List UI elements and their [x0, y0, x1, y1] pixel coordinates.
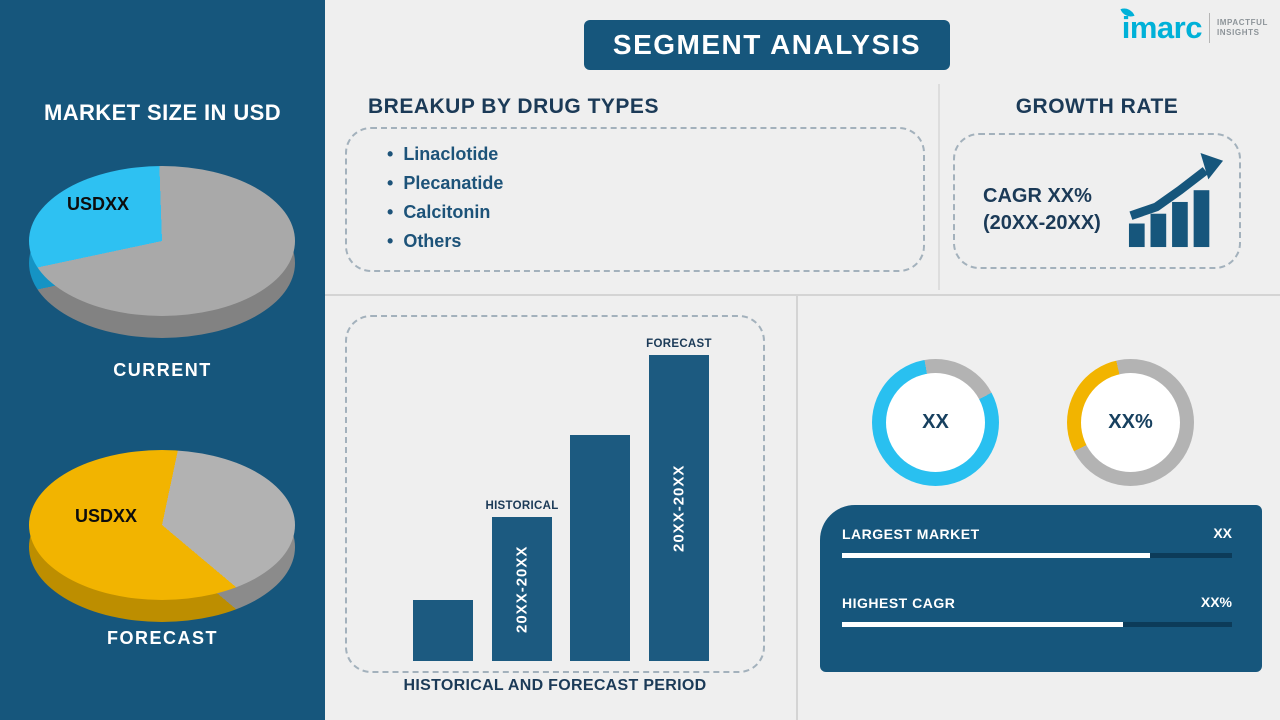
bar-inner-label: 20XX-20XX	[513, 545, 531, 633]
bullet-icon: •	[387, 173, 394, 193]
drug-type-label: Linaclotide	[403, 144, 499, 164]
drug-type-label: Plecanatide	[403, 173, 504, 193]
imarc-logo: imarc IMPACTFUL INSIGHTS	[1120, 5, 1268, 46]
cagr-value: CAGR XX%	[983, 185, 1092, 207]
period-bar: 20XX-20XX FORECAST	[646, 338, 712, 661]
drug-type-label: Calcitonin	[403, 202, 491, 222]
imarc-wordmark: imarc	[1120, 5, 1203, 46]
period-bar: 20XX-20XX HISTORICAL	[485, 500, 558, 661]
largest-market-stat: LARGEST MARKET XX	[842, 525, 1232, 558]
drug-type-item: • Others	[387, 227, 503, 256]
largest-market-label: LARGEST MARKET	[842, 526, 980, 542]
period-chart-caption: HISTORICAL AND FORECAST PERIOD	[403, 677, 707, 694]
bar-inner-label: 20XX-20XX	[670, 464, 688, 552]
growth-chart-icon	[1128, 152, 1224, 248]
largest-market-donut: XX	[872, 359, 999, 486]
logo-divider	[1208, 13, 1210, 43]
highest-cagr-bar	[842, 622, 1232, 627]
stats-box: LARGEST MARKET XX HIGHEST CAGR XX%	[820, 505, 1262, 672]
donut-hole: XX	[886, 373, 985, 472]
page-title-text: SEGMENT ANALYSIS	[612, 29, 922, 60]
highest-cagr-value: XX%	[1200, 594, 1232, 610]
growth-section-title: GROWTH RATE	[1015, 95, 1179, 118]
cagr-period: (20XX-20XX)	[983, 212, 1101, 234]
drug-type-label: Others	[403, 231, 462, 251]
forecast-pie-value-label: USDXX	[75, 506, 138, 526]
bullet-icon: •	[387, 231, 394, 251]
donut-value-label: XX	[922, 411, 949, 433]
imarc-brand-text: imarc	[1121, 10, 1203, 45]
highest-cagr-stat: HIGHEST CAGR XX%	[842, 594, 1232, 627]
donut-value-label: XX%	[1108, 411, 1153, 433]
current-pie-caption: CURRENT	[113, 360, 212, 380]
current-market-pie-chart: USDXX	[29, 166, 295, 342]
sidebar: MARKET SIZE IN USD USDXX CURRENT USDXX F…	[0, 0, 325, 720]
bar-top-label: FORECAST	[646, 338, 712, 350]
page-title: SEGMENT ANALYSIS	[584, 20, 950, 70]
bullet-icon: •	[387, 202, 394, 222]
donut-hole: XX%	[1081, 373, 1180, 472]
breakup-section-title: BREAKUP BY DRUG TYPES	[368, 95, 659, 118]
highest-cagr-donut: XX%	[1067, 359, 1194, 486]
drug-type-item: • Plecanatide	[387, 169, 503, 198]
breakup-box: • Linaclotide • Plecanatide • Calcitonin • Othe…	[345, 127, 925, 272]
vertical-divider	[796, 296, 798, 720]
pie-face	[29, 166, 295, 316]
largest-market-value: XX	[1213, 525, 1232, 541]
drug-type-item: • Linaclotide	[387, 140, 503, 169]
forecast-pie-caption: FORECAST	[107, 628, 218, 648]
period-bar	[570, 435, 630, 661]
largest-market-bar-fill	[842, 553, 1151, 558]
growth-rate-box: CAGR XX% (20XX-20XX)	[953, 133, 1241, 269]
pie-face	[29, 450, 295, 600]
drug-type-item: • Calcitonin	[387, 198, 503, 227]
cagr-text: CAGR XX% (20XX-20XX)	[983, 183, 1101, 237]
period-bar-chart: 20XX-20XX HISTORICAL 20XX-20XX FORECAST	[347, 321, 763, 661]
top-vertical-divider	[938, 84, 940, 290]
largest-market-bar	[842, 553, 1232, 558]
drug-type-list: • Linaclotide • Plecanatide • Calcitonin • Othe…	[387, 140, 503, 256]
tagline-line2: INSIGHTS	[1216, 28, 1260, 37]
horizontal-divider	[325, 294, 1280, 296]
period-bar	[413, 600, 473, 661]
imarc-tagline: IMPACTFUL INSIGHTS	[1217, 18, 1268, 38]
period-chart-box: 20XX-20XX HISTORICAL 20XX-20XX FORECAST	[345, 315, 765, 673]
forecast-market-pie-chart: USDXX	[29, 450, 295, 626]
bar-top-label: HISTORICAL	[485, 500, 559, 512]
bullet-icon: •	[387, 144, 394, 164]
tagline-line1: IMPACTFUL	[1216, 18, 1268, 27]
highest-cagr-bar-fill	[842, 622, 1123, 627]
sidebar-title: MARKET SIZE IN USD	[44, 100, 281, 125]
highest-cagr-label: HIGHEST CAGR	[842, 595, 956, 611]
current-pie-value-label: USDXX	[67, 194, 130, 214]
